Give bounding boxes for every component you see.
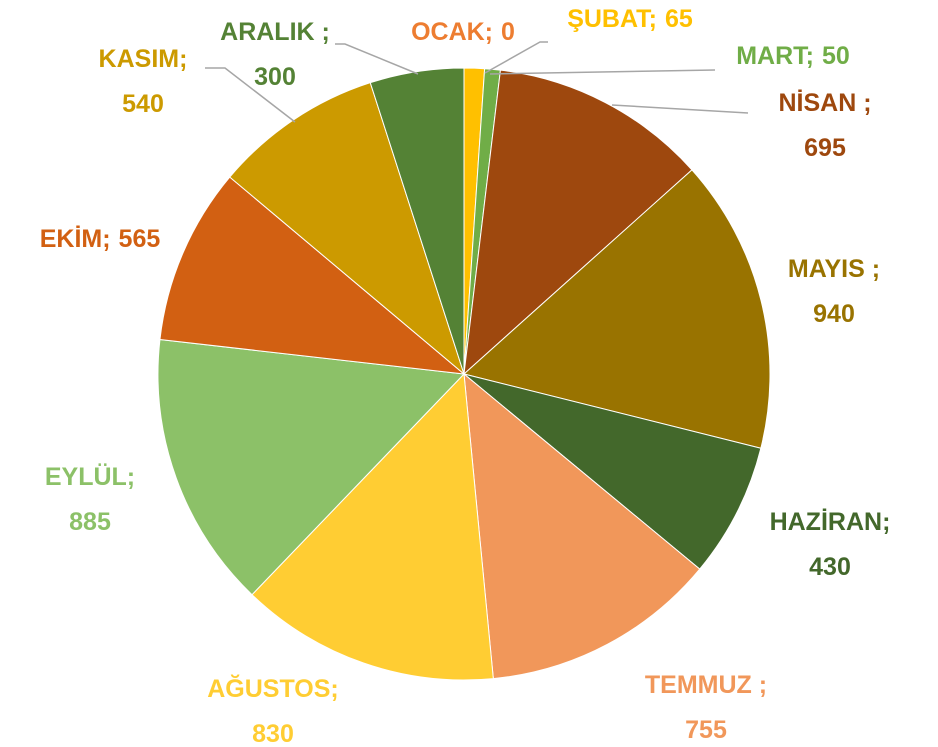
label-value: 695 bbox=[804, 134, 846, 162]
label-category: ARALIK ; bbox=[220, 18, 330, 46]
leader-line bbox=[484, 41, 548, 74]
leader-line bbox=[205, 67, 296, 123]
label-category: MART; bbox=[736, 42, 814, 70]
data-label: NİSAN ; 695 bbox=[778, 89, 871, 162]
label-value: 540 bbox=[122, 90, 164, 118]
data-label: EYLÜL; 885 bbox=[45, 462, 135, 536]
data-label: EKİM; 565 bbox=[40, 225, 161, 253]
data-label: OCAK; 0 bbox=[411, 18, 515, 46]
label-value: 430 bbox=[809, 553, 851, 581]
label-value: 65 bbox=[665, 5, 693, 33]
label-category: ŞUBAT; bbox=[567, 5, 657, 33]
data-label: MART; 50 bbox=[736, 42, 850, 70]
pie bbox=[157, 67, 771, 681]
pie-slice bbox=[463, 372, 701, 680]
label-category: EKİM; bbox=[40, 225, 111, 253]
label-value: 565 bbox=[119, 225, 161, 253]
label-category: OCAK; bbox=[411, 18, 493, 46]
pie-slice bbox=[463, 373, 762, 570]
label-category: KASIM; bbox=[99, 45, 188, 73]
pie-slice bbox=[251, 372, 494, 681]
label-category: EYLÜL; bbox=[45, 462, 135, 491]
data-label: AĞUSTOS; 830 bbox=[207, 674, 339, 747]
label-value: 300 bbox=[254, 63, 296, 91]
label-category: AĞUSTOS; bbox=[207, 674, 339, 703]
data-label: ARALIK ; 300 bbox=[220, 18, 330, 91]
data-label: ŞUBAT; 65 bbox=[567, 5, 693, 33]
label-value: 0 bbox=[501, 18, 515, 46]
label-category: NİSAN ; bbox=[778, 89, 871, 117]
leader-lines bbox=[205, 41, 749, 123]
data-label: HAZİRAN; 430 bbox=[770, 508, 891, 581]
label-category: HAZİRAN; bbox=[770, 508, 891, 536]
leader-line bbox=[611, 104, 749, 114]
pie-slice bbox=[157, 338, 466, 596]
data-label: KASIM; 540 bbox=[99, 45, 188, 118]
leader-line bbox=[489, 69, 716, 75]
label-category: TEMMUZ ; bbox=[645, 671, 767, 699]
label-value: 885 bbox=[69, 508, 111, 536]
data-label: MAYIS ; 940 bbox=[788, 255, 880, 328]
label-value: 940 bbox=[813, 300, 855, 328]
label-value: 50 bbox=[822, 42, 850, 70]
pie-slice bbox=[159, 176, 466, 375]
data-label: TEMMUZ ; 755 bbox=[645, 671, 767, 744]
pie-slice bbox=[462, 169, 771, 449]
label-category: MAYIS ; bbox=[788, 255, 880, 283]
leader-line bbox=[335, 43, 419, 75]
label-value: 830 bbox=[252, 720, 294, 747]
label-value: 755 bbox=[685, 716, 727, 744]
pie-slice bbox=[369, 67, 465, 375]
